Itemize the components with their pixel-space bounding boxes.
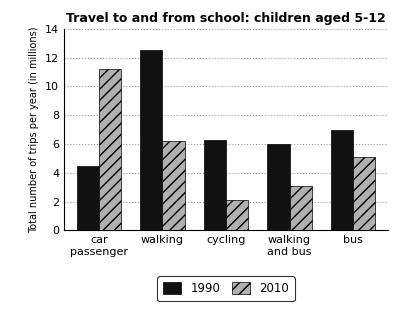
Bar	[140, 51, 162, 230]
Bar	[77, 166, 99, 230]
Bar	[290, 186, 312, 230]
Legend: 1990, 2010: 1990, 2010	[157, 276, 295, 301]
Y-axis label: Total number of trips per year (in millions): Total number of trips per year (in milli…	[30, 26, 40, 233]
Bar	[267, 144, 290, 230]
Bar	[162, 141, 185, 230]
Bar	[99, 69, 121, 230]
Title: Travel to and from school: children aged 5-12: Travel to and from school: children aged…	[66, 12, 386, 25]
Bar	[353, 157, 375, 230]
Bar	[226, 200, 248, 230]
Bar	[331, 130, 353, 230]
Bar	[204, 140, 226, 230]
